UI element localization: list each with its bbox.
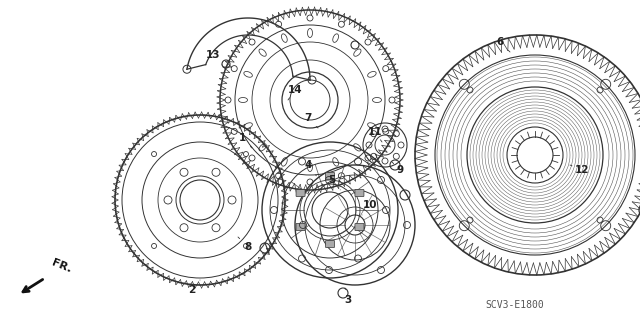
Text: 10: 10 (362, 200, 377, 215)
Text: 5: 5 (328, 175, 340, 190)
FancyBboxPatch shape (355, 189, 364, 197)
FancyBboxPatch shape (326, 241, 335, 248)
Text: 4: 4 (304, 160, 316, 176)
Text: 13: 13 (205, 50, 222, 65)
Text: 1: 1 (238, 133, 252, 148)
Text: 2: 2 (188, 280, 200, 295)
FancyBboxPatch shape (355, 224, 364, 231)
FancyBboxPatch shape (296, 189, 305, 197)
Text: 3: 3 (344, 288, 351, 305)
Text: 6: 6 (497, 37, 510, 52)
FancyBboxPatch shape (296, 224, 305, 231)
Text: 14: 14 (288, 85, 302, 100)
Text: 11: 11 (368, 127, 382, 142)
Text: 8: 8 (238, 237, 252, 252)
Text: FR.: FR. (50, 258, 73, 275)
Text: 9: 9 (392, 162, 404, 175)
FancyBboxPatch shape (326, 173, 335, 180)
Text: 12: 12 (570, 165, 589, 175)
Text: SCV3-E1800: SCV3-E1800 (486, 300, 545, 310)
Text: 7: 7 (304, 113, 318, 128)
